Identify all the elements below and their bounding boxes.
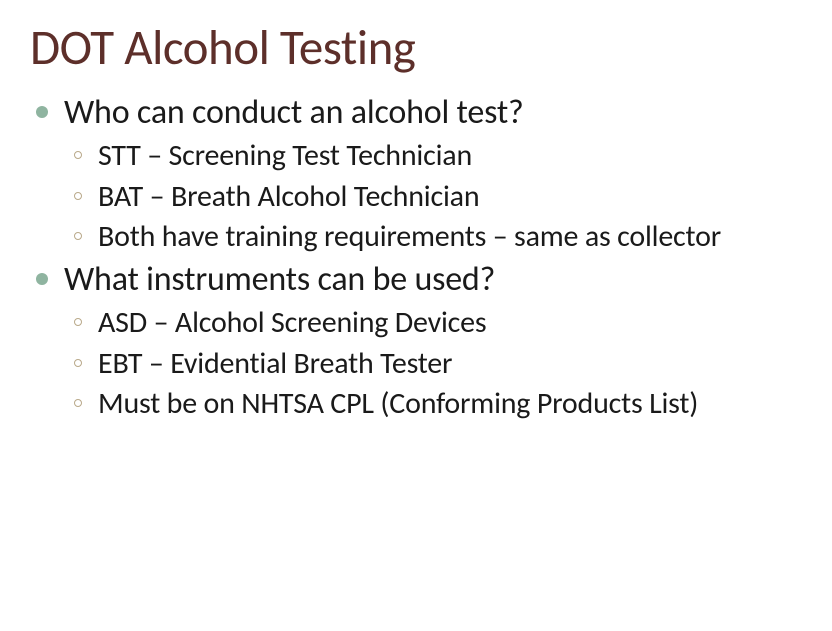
bullet-l2: EBT – Evidential Breath Tester <box>74 345 802 383</box>
bullet-list: Who can conduct an alcohol test? STT – S… <box>30 92 802 423</box>
disc-bullet-icon <box>36 273 48 285</box>
circle-bullet-icon <box>74 359 82 367</box>
bullet-l2: BAT – Breath Alcohol Technician <box>74 178 802 216</box>
circle-bullet-icon <box>74 318 82 326</box>
bullet-l2: STT – Screening Test Technician <box>74 137 802 175</box>
bullet-l1-text: What instruments can be used? <box>64 259 495 300</box>
bullet-l2-text: BAT – Breath Alcohol Technician <box>98 178 479 216</box>
circle-bullet-icon <box>74 151 82 159</box>
bullet-l2-text: ASD – Alcohol Screening Devices <box>98 304 486 342</box>
circle-bullet-icon <box>74 232 82 240</box>
bullet-l2-text: Must be on NHTSA CPL (Conforming Product… <box>98 385 698 423</box>
bullet-l2-text: Both have training requirements – same a… <box>98 218 721 256</box>
bullet-l2: ASD – Alcohol Screening Devices <box>74 304 802 342</box>
disc-bullet-icon <box>36 106 48 118</box>
bullet-l2: Must be on NHTSA CPL (Conforming Product… <box>74 385 802 423</box>
bullet-l2-text: EBT – Evidential Breath Tester <box>98 345 452 383</box>
circle-bullet-icon <box>74 192 82 200</box>
slide-title: DOT Alcohol Testing <box>30 18 802 78</box>
bullet-l1: What instruments can be used? <box>30 259 802 300</box>
slide: DOT Alcohol Testing Who can conduct an a… <box>0 0 832 631</box>
bullet-l2: Both have training requirements – same a… <box>74 218 802 256</box>
bullet-l1: Who can conduct an alcohol test? <box>30 92 802 133</box>
bullet-l1-text: Who can conduct an alcohol test? <box>64 92 524 133</box>
bullet-l2-text: STT – Screening Test Technician <box>98 137 472 175</box>
circle-bullet-icon <box>74 399 82 407</box>
